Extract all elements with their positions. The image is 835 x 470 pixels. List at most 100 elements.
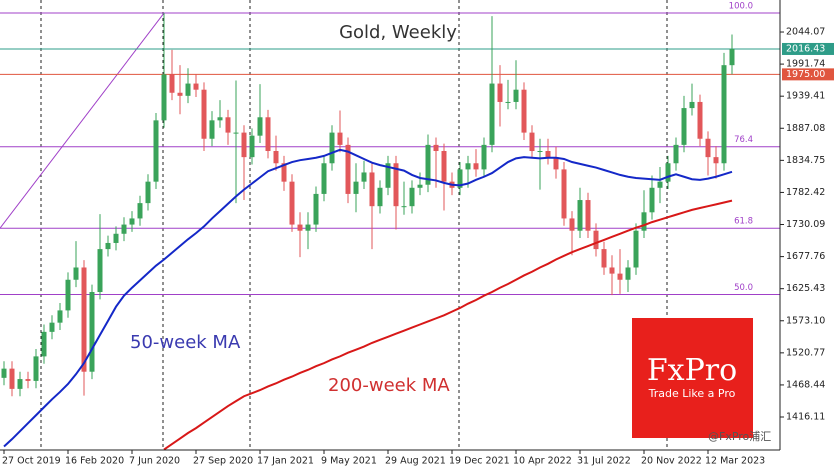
candle-body bbox=[545, 151, 551, 158]
chart-title: Gold, Weekly bbox=[339, 22, 457, 43]
candle-body bbox=[25, 379, 31, 381]
candle-body bbox=[377, 187, 383, 207]
candle-body bbox=[417, 184, 423, 188]
candle-body bbox=[297, 224, 303, 231]
candle-body bbox=[217, 117, 223, 121]
x-tick-label: 16 Feb 2020 bbox=[65, 456, 124, 467]
candle-body bbox=[537, 151, 543, 153]
candle-body bbox=[305, 224, 311, 231]
y-tick-label: 1468.44 bbox=[786, 379, 825, 390]
watermark: @FxPro浦汇 bbox=[708, 430, 771, 443]
candle-body bbox=[169, 74, 175, 93]
candle-body bbox=[337, 132, 343, 145]
candle-body bbox=[145, 181, 151, 204]
ma-line bbox=[3, 148, 733, 448]
candle-body bbox=[249, 135, 255, 158]
logo-tagline: Trade Like a Pro bbox=[648, 387, 736, 400]
candle-body bbox=[473, 163, 479, 170]
candle-body bbox=[57, 310, 63, 323]
candle-body bbox=[209, 120, 215, 139]
candle-body bbox=[73, 267, 79, 280]
candle-body bbox=[17, 379, 23, 389]
candle-body bbox=[265, 117, 271, 152]
x-tick-label: 17 Jan 2021 bbox=[257, 456, 314, 467]
candle-body bbox=[433, 144, 439, 152]
candle-body bbox=[97, 249, 103, 293]
x-tick-label: 19 Dec 2021 bbox=[449, 456, 510, 467]
candle-body bbox=[505, 101, 511, 103]
x-tick-label: 27 Oct 2019 bbox=[2, 456, 61, 467]
candle-body bbox=[33, 356, 39, 381]
candle-body bbox=[233, 132, 239, 134]
candle-body bbox=[177, 92, 183, 96]
fib-label: 50.0 bbox=[734, 283, 753, 293]
series-label: 50-week MA bbox=[130, 332, 241, 353]
candle-body bbox=[41, 331, 47, 357]
candle-body bbox=[121, 224, 127, 234]
candle-body bbox=[465, 163, 471, 170]
x-tick-label: 31 Jul 2022 bbox=[577, 456, 631, 467]
candle-body bbox=[641, 212, 647, 231]
x-tick-label: 20 Nov 2022 bbox=[641, 456, 702, 467]
candle-body bbox=[89, 292, 95, 372]
candle-body bbox=[561, 169, 567, 219]
candle-body bbox=[721, 65, 727, 164]
candle-body bbox=[553, 157, 559, 170]
candle-body bbox=[201, 89, 207, 139]
fib-label: 61.8 bbox=[734, 217, 753, 227]
candle-body bbox=[49, 322, 55, 332]
candle-body bbox=[425, 144, 431, 185]
candle-body bbox=[129, 218, 135, 225]
candle-body bbox=[273, 151, 279, 164]
y-tick-label: 1782.42 bbox=[786, 187, 825, 198]
candle-body bbox=[713, 157, 719, 164]
x-tick-label: 12 Mar 2023 bbox=[705, 456, 765, 467]
y-tick-label: 1887.08 bbox=[786, 123, 825, 134]
candle-body bbox=[369, 172, 375, 207]
candle-body bbox=[617, 273, 623, 280]
candle-body bbox=[665, 163, 671, 182]
candle-body bbox=[409, 187, 415, 207]
candle-body bbox=[729, 48, 735, 66]
candle-body bbox=[569, 218, 575, 231]
candle-body bbox=[241, 132, 247, 158]
candle-body bbox=[257, 117, 263, 136]
candle-body bbox=[489, 83, 495, 145]
candle-body bbox=[113, 233, 119, 243]
y-tick-label: 1991.74 bbox=[786, 59, 825, 70]
x-tick-label: 7 Jun 2020 bbox=[129, 456, 180, 467]
candle-body bbox=[1, 368, 7, 378]
candle-body bbox=[529, 132, 535, 152]
candle-body bbox=[633, 230, 639, 268]
ma-line bbox=[163, 199, 733, 451]
y-tick-label: 1939.41 bbox=[786, 91, 825, 102]
candle-body bbox=[361, 172, 367, 182]
fib-label: 100.0 bbox=[729, 2, 753, 12]
candle-body bbox=[105, 242, 111, 250]
x-tick-label: 10 Apr 2022 bbox=[513, 456, 572, 467]
candle-body bbox=[329, 132, 335, 164]
candle-body bbox=[9, 368, 15, 389]
candle-body bbox=[705, 138, 711, 158]
x-tick-label: 9 May 2021 bbox=[321, 456, 377, 467]
candle-body bbox=[577, 200, 583, 231]
candle-body bbox=[601, 249, 607, 268]
candle-body bbox=[289, 181, 295, 225]
candle-body bbox=[697, 101, 703, 139]
y-tick-label: 1416.11 bbox=[786, 412, 825, 423]
series-label: 200-week MA bbox=[328, 375, 450, 396]
candle-body bbox=[65, 279, 71, 311]
candle-body bbox=[393, 163, 399, 207]
logo-box bbox=[632, 318, 753, 438]
candle-body bbox=[593, 230, 599, 250]
candle-body bbox=[657, 181, 663, 188]
candle-body bbox=[313, 193, 319, 225]
price-label-box bbox=[782, 42, 834, 55]
candle-body bbox=[225, 117, 231, 133]
candle-body bbox=[681, 108, 687, 145]
candle-body bbox=[401, 206, 407, 208]
y-tick-label: 1625.43 bbox=[786, 283, 825, 294]
logo: FxPro Trade Like a Pro bbox=[632, 318, 753, 438]
candle-body bbox=[81, 267, 87, 372]
